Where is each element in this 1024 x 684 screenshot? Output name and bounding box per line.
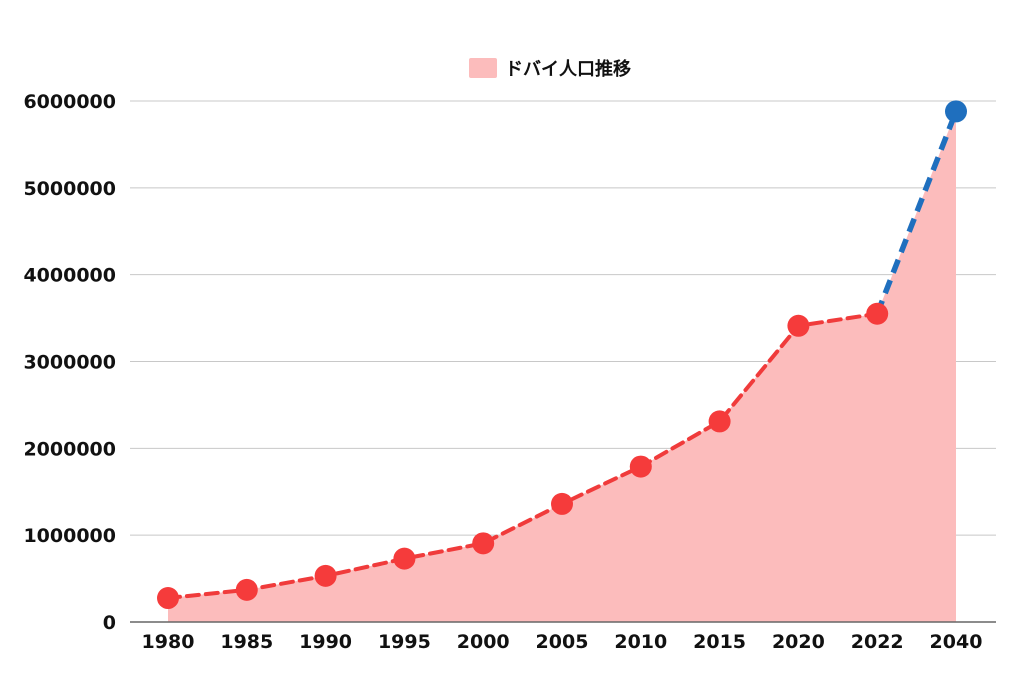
data-point <box>157 587 179 610</box>
x-tick-label: 2022 <box>851 631 904 653</box>
x-tick-label: 1980 <box>142 631 195 653</box>
data-point <box>787 314 810 337</box>
legend-label: ドバイ人口推移 <box>505 58 631 80</box>
x-tick-label: 2040 <box>930 631 983 653</box>
y-axis-ticks: 0 1000000 2000000 3000000 4000000 5000000 6000… <box>23 91 116 634</box>
legend: ドバイ人口推移 <box>469 58 631 80</box>
data-markers <box>157 100 967 610</box>
data-point <box>551 492 573 515</box>
y-tick-label: 4000000 <box>23 265 116 287</box>
series-line <box>166 311 880 601</box>
data-point <box>708 410 731 433</box>
x-axis-ticks: 1980 1985 1990 1995 2000 2005 2010 2015 2020 2022… <box>142 631 983 653</box>
legend-swatch <box>469 58 497 78</box>
data-point <box>393 547 416 570</box>
x-tick-label: 2000 <box>457 631 510 653</box>
x-tick-label: 2005 <box>536 631 589 653</box>
x-tick-label: 2015 <box>693 631 746 653</box>
data-point <box>314 564 337 587</box>
x-tick-label: 1995 <box>378 631 431 653</box>
projection-line <box>874 110 959 315</box>
x-tick-label: 2010 <box>614 631 667 653</box>
data-point <box>235 578 258 601</box>
y-tick-label: 2000000 <box>23 438 116 460</box>
y-tick-label: 5000000 <box>23 178 116 200</box>
x-tick-label: 1990 <box>299 631 352 653</box>
y-tick-label: 3000000 <box>23 352 116 374</box>
series-lines <box>166 110 959 601</box>
series-area <box>168 111 956 623</box>
data-point <box>866 302 889 325</box>
y-tick-label: 1000000 <box>23 525 116 547</box>
x-tick-label: 1985 <box>220 631 273 653</box>
data-point <box>472 532 495 555</box>
y-tick-label: 0 <box>103 612 116 634</box>
y-tick-label: 6000000 <box>23 91 116 113</box>
projection-point <box>945 100 967 123</box>
area-fill-layer <box>168 111 956 623</box>
x-tick-label: 2020 <box>772 631 825 653</box>
data-point <box>629 455 652 478</box>
